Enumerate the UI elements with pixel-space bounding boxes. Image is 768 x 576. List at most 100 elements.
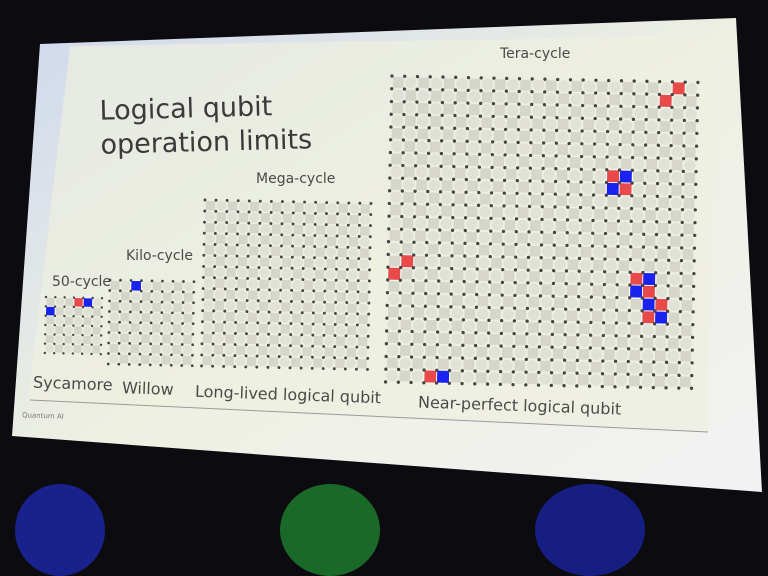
- grid-circle: [515, 296, 527, 308]
- grid-square: [74, 307, 83, 316]
- grid-square: [634, 120, 646, 132]
- grid-square: [594, 183, 606, 195]
- grid-square: [292, 269, 303, 279]
- qubit-dot: [525, 306, 530, 311]
- qubit-dot: [461, 330, 465, 335]
- qubit-dot: [591, 231, 595, 235]
- qubit-dot: [385, 291, 390, 295]
- qubit-dot: [117, 352, 121, 356]
- qubit-dot: [690, 361, 694, 365]
- grid-circle: [279, 357, 290, 368]
- grid-square: [518, 156, 530, 168]
- qubit-dot: [313, 234, 317, 237]
- grid-square: [530, 220, 541, 232]
- qubit-dot: [117, 362, 121, 366]
- qubit-dot: [159, 342, 163, 346]
- grid-square: [314, 269, 325, 280]
- qubit-dot: [651, 385, 655, 390]
- grid-square: [621, 132, 633, 144]
- grid-circle: [607, 157, 620, 170]
- qubit-dot: [160, 290, 164, 293]
- qubit-dot: [677, 348, 682, 352]
- grid-square: [402, 243, 413, 254]
- qubit-dot: [180, 364, 184, 367]
- grid-circle: [492, 193, 504, 206]
- qubit-dot: [639, 372, 643, 377]
- qubit-dot: [486, 369, 490, 373]
- qubit-dot: [53, 342, 56, 346]
- qubit-dot: [138, 352, 142, 356]
- qubit-dot: [575, 384, 579, 388]
- qubit-dot: [128, 342, 132, 345]
- grid-square: [480, 168, 492, 180]
- qubit-dot: [310, 355, 314, 359]
- grid-circle: [643, 247, 656, 260]
- qubit-dot: [655, 181, 660, 186]
- grid-circle: [517, 219, 529, 232]
- grid-square: [83, 317, 92, 326]
- qubit-dot: [477, 152, 482, 157]
- grid-circle: [55, 316, 64, 325]
- grid-circle: [671, 146, 684, 158]
- qubit-dot: [693, 220, 697, 225]
- qubit-dot: [413, 189, 417, 193]
- grid-square: [414, 256, 426, 267]
- qubit-dot: [449, 279, 454, 283]
- grid-circle: [336, 280, 347, 291]
- qubit-dot: [436, 317, 440, 321]
- grid-circle: [519, 92, 532, 104]
- grid-square: [430, 90, 442, 102]
- qubit-dot: [588, 346, 593, 350]
- qubit-dot: [581, 78, 585, 82]
- grid-square: [514, 334, 526, 346]
- stage-light-green: [280, 484, 380, 576]
- grid-square: [518, 181, 530, 193]
- qubit-dot: [357, 234, 361, 238]
- grid-square: [463, 333, 475, 345]
- qubit-dot: [366, 356, 370, 360]
- grid-circle: [402, 204, 415, 216]
- qubit-dot: [52, 351, 56, 355]
- grid-square: [280, 346, 290, 356]
- grid-square: [441, 180, 453, 192]
- qubit-dot: [289, 333, 293, 337]
- qubit-dot: [225, 221, 229, 225]
- grid-circle: [526, 360, 539, 372]
- qubit-dot: [332, 367, 336, 371]
- grid-circle: [416, 166, 428, 179]
- qubit-dot: [658, 79, 662, 84]
- qubit-dot: [200, 331, 204, 335]
- grid-square: [337, 247, 348, 258]
- grid-square: [647, 82, 659, 94]
- qubit-dot: [488, 242, 493, 246]
- grid-square: [467, 155, 479, 167]
- grid-circle: [109, 333, 119, 343]
- qubit-dot: [593, 104, 598, 108]
- qubit-dot: [278, 321, 282, 325]
- grid-square: [558, 93, 570, 105]
- qubit-dot: [410, 342, 414, 346]
- grid-square: [544, 131, 556, 143]
- grid-circle: [634, 81, 647, 94]
- qubit-dot: [257, 277, 261, 281]
- grid-circle: [682, 235, 694, 248]
- grid-circle: [531, 130, 544, 143]
- qubit-dot: [500, 293, 504, 297]
- qubit-dot: [415, 113, 419, 117]
- grid-circle: [501, 334, 514, 346]
- grid-square: [504, 219, 516, 231]
- grid-square: [578, 348, 590, 360]
- grid-square: [591, 336, 603, 348]
- qubit-dot: [552, 256, 556, 260]
- grid-square: [92, 326, 101, 335]
- qubit-dot: [575, 358, 579, 363]
- qubit-dot: [118, 289, 122, 293]
- grid-circle: [55, 297, 65, 307]
- grid-square: [532, 118, 544, 130]
- grid-circle: [530, 181, 543, 194]
- qubit-dot: [665, 322, 670, 326]
- grid-circle: [489, 295, 502, 308]
- qubit-dot: [292, 200, 295, 204]
- error-cell-red: [654, 297, 669, 312]
- grid-square: [203, 311, 213, 322]
